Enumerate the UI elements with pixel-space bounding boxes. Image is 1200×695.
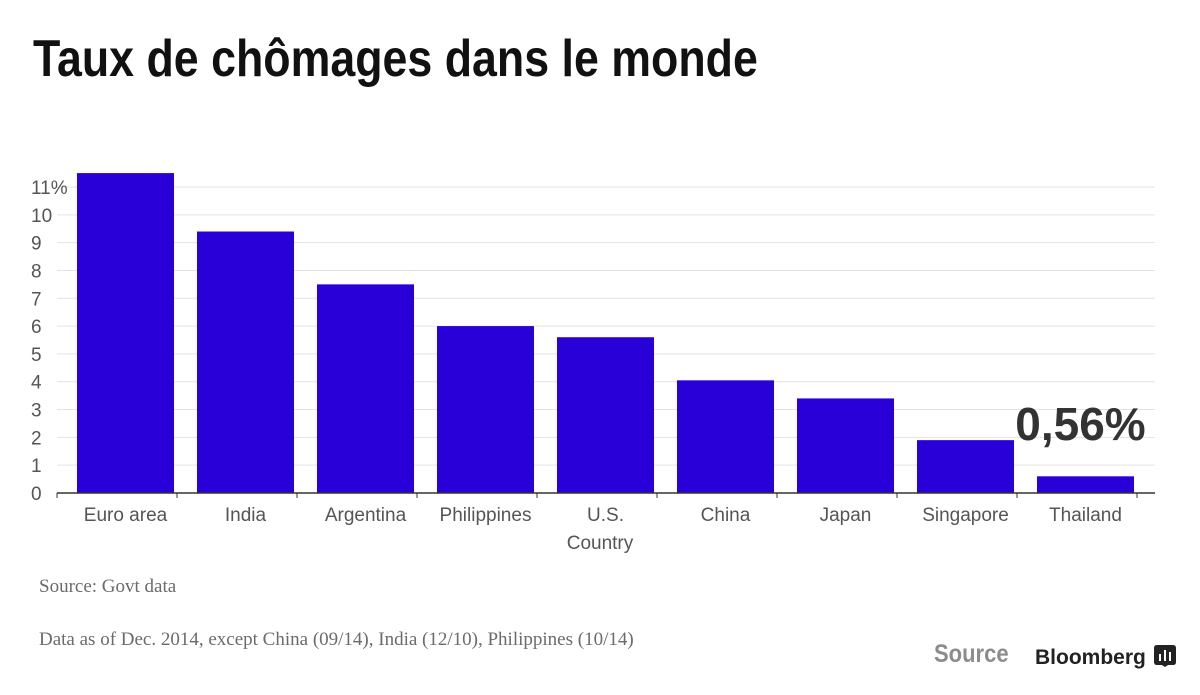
chart-title: Taux de chômages dans le monde [33,30,758,88]
x-tick-label: U.S. [587,505,624,526]
x-tick-label: Euro area [84,505,168,526]
bars [77,173,1134,493]
x-axis [56,492,1155,498]
y-tick-label: 4 [31,373,42,394]
source-note: Source: Govt data [39,576,177,597]
chart-labels: 0 1 2 3 4 5 6 7 8 9 10 11% Euro area India Argentina Ph… [31,178,1146,554]
y-tick-label: 1 [31,456,42,477]
x-tick-label: Philippines [440,505,532,526]
bar-china [677,380,774,493]
y-tick-label: 6 [31,317,42,338]
y-tick-label: 2 [31,428,42,449]
data-date-note: Data as of Dec. 2014, except China (09/1… [39,629,634,650]
bar-india [197,231,294,493]
y-tick-label: 8 [31,261,42,282]
x-tick-label: Singapore [922,505,1009,526]
x-tick-label: Argentina [325,505,407,526]
y-tick-label: 7 [31,289,42,310]
footer-source-label: Source [934,640,1009,668]
x-tick-label: China [701,505,751,526]
y-tick-label: 5 [31,345,42,366]
x-tick-label: Thailand [1049,505,1122,526]
y-tick-label: 10 [31,206,52,227]
x-tick-label: Japan [820,505,872,526]
bar-euro-area [77,173,174,493]
data-label-thailand: 0,56% [1015,398,1145,450]
bloomberg-logo: Bloomberg [1035,646,1146,669]
bar-thailand [1037,476,1134,493]
y-tick-label: 11% [31,178,68,199]
bloomberg-chart-icon [1154,645,1176,667]
y-tick-label: 3 [31,401,42,422]
y-tick-label: 0 [31,484,42,505]
x-tick-label: India [225,505,267,526]
bar-philippines [437,326,534,493]
bar-japan [797,398,894,493]
bar-argentina [317,284,414,493]
x-axis-title: Country [567,533,634,554]
bar-u-s [557,337,654,493]
y-tick-label: 9 [31,234,42,255]
bar-singapore [917,440,1014,493]
